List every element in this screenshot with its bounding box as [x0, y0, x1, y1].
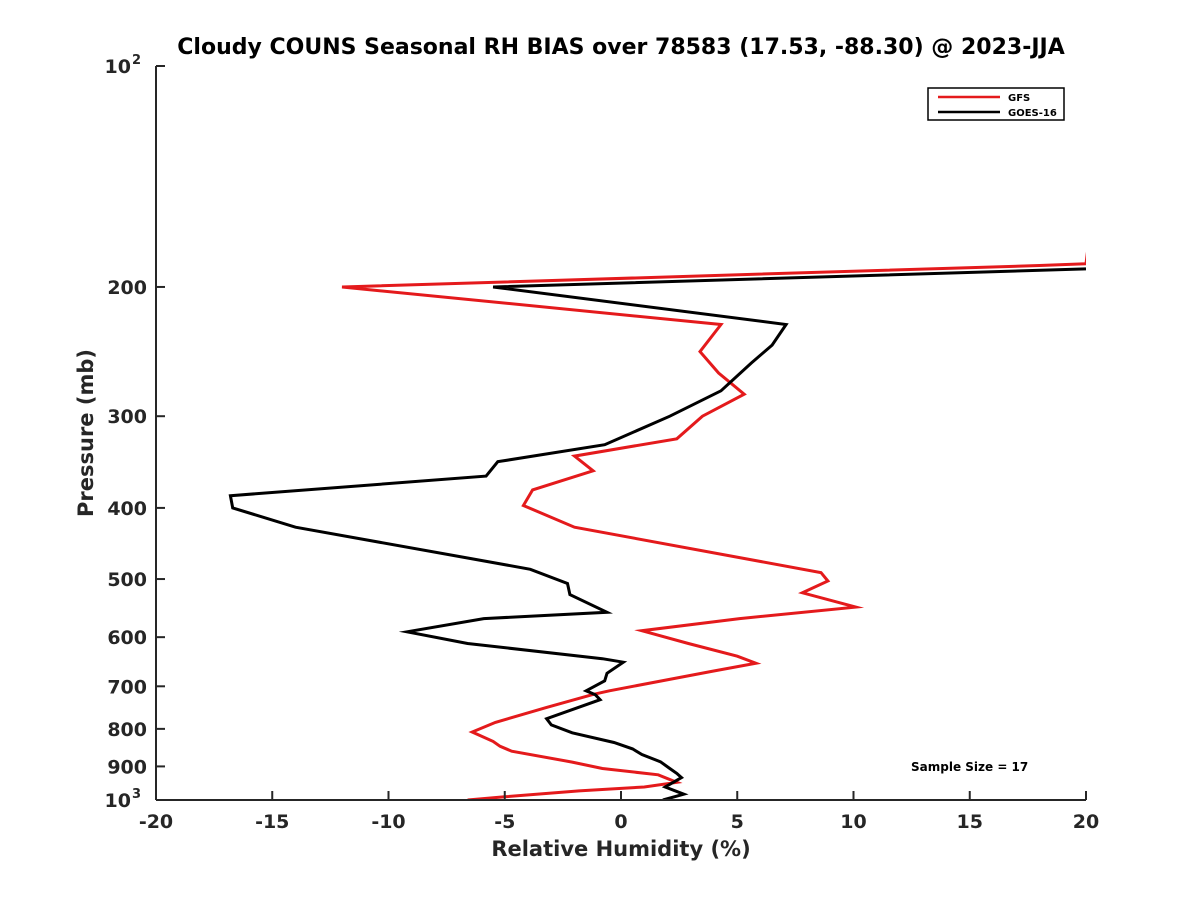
x-axis-label: Relative Humidity (%) — [491, 837, 750, 861]
y-tick-exponent: 3 — [132, 787, 141, 802]
y-tick-exponent: 2 — [132, 53, 141, 68]
y-tick-label: 800 — [107, 719, 147, 741]
y-tick-label: 600 — [107, 627, 147, 649]
y-tick-base: 10 — [105, 56, 131, 78]
y-tick-label: 700 — [107, 676, 147, 698]
x-tick-label: 5 — [731, 811, 744, 833]
y-tick-label: 10 3 — [105, 787, 142, 812]
legend-box — [927, 87, 1065, 121]
y-tick-label: 500 — [107, 569, 147, 591]
y-tick-label: 900 — [107, 756, 147, 778]
x-tick-label: 0 — [614, 811, 627, 833]
series-layer — [228, 251, 1086, 800]
x-tick-label: 20 — [1073, 811, 1099, 833]
legend-label: GFS — [1008, 93, 1030, 104]
x-tick-label: -5 — [494, 811, 515, 833]
y-tick-base: 10 — [105, 790, 131, 812]
y-tick-label: 200 — [107, 277, 147, 299]
x-tick-label: -15 — [255, 811, 289, 833]
chart-title: Cloudy COUNS Seasonal RH BIAS over 78583… — [177, 35, 1064, 60]
y-tick-label: 400 — [107, 498, 147, 520]
y-axis-label: Pressure (mb) — [74, 349, 98, 517]
series-line-goes-16 — [228, 267, 1086, 800]
y-tick-label: 300 — [107, 406, 147, 428]
x-ticks: -20 -15 -10 -5 0 5 10 15 20 — [139, 791, 1099, 833]
legend: GFS GOES-16 — [927, 87, 1065, 121]
series-line-gfs — [341, 251, 1086, 800]
x-tick-label: -10 — [371, 811, 405, 833]
legend-label: GOES-16 — [1008, 108, 1057, 119]
x-tick-label: 10 — [840, 811, 866, 833]
x-tick-label: -20 — [139, 811, 173, 833]
sample-size-annotation: Sample Size = 17 — [911, 760, 1028, 774]
x-tick-label: 15 — [957, 811, 983, 833]
y-tick-label: 10 2 — [105, 53, 142, 78]
